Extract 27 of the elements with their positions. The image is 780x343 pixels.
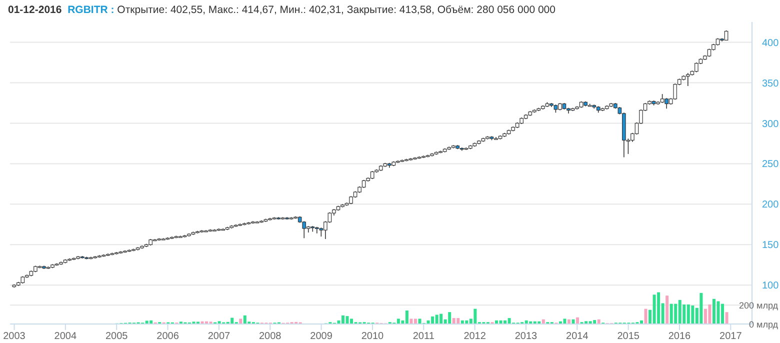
x-tick-label: 2017 <box>720 331 742 342</box>
y-tick-label: 400 <box>762 38 780 49</box>
y-tick-label: 200 <box>762 200 780 211</box>
x-tick-label: 2016 <box>668 331 692 342</box>
x-tick-label: 2004 <box>54 331 77 342</box>
y-tick-label: 100 <box>762 280 780 292</box>
x-tick-label: 2003 <box>3 331 26 342</box>
y-tick-label: 350 <box>762 78 780 90</box>
x-tick-label: 2009 <box>310 331 333 342</box>
x-tick-label: 2006 <box>156 331 180 342</box>
y-tick-label: 150 <box>762 240 780 252</box>
y-tick-label: 300 <box>762 118 780 130</box>
chart-title: 01-12-2016 <box>8 4 62 16</box>
x-tick-label: 2010 <box>361 331 384 342</box>
x-tick-label: 2008 <box>259 331 282 342</box>
x-tick-label: 2011 <box>412 331 435 342</box>
y2-tick-label: 0 млрд <box>749 320 779 330</box>
x-tick-label: 2013 <box>514 331 538 342</box>
text: Открытие: 402,55, Макс.: 414,67, Мин.: 402,31, Закрытие: 413,58, Объём: 280 056 000 000 <box>117 4 556 16</box>
x-tick-label: 2014 <box>566 331 589 342</box>
x-tick-label: 2005 <box>105 331 128 342</box>
x-tick-label: 2007 <box>208 331 231 342</box>
x-tick-label: 2012 <box>464 331 486 342</box>
x-tick-label: 2015 <box>617 331 640 342</box>
y-tick-label: 250 <box>762 159 780 170</box>
chart-subtitle: RGBITR : <box>68 4 114 16</box>
y2-tick-label: 200 млрд <box>738 300 779 311</box>
